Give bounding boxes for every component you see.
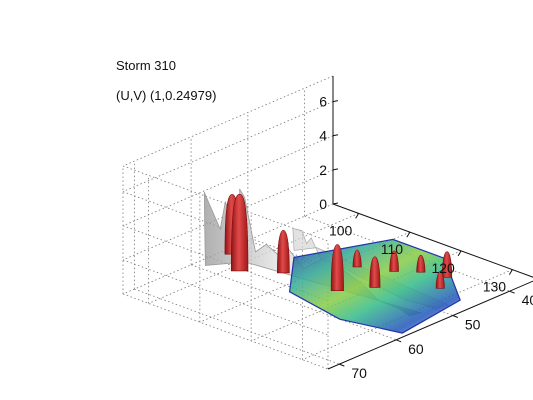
chart-subtitle: (U,V) (1,0.24979) <box>116 88 217 103</box>
z-tick <box>332 100 339 103</box>
axes <box>327 76 533 370</box>
isosurface-core <box>330 244 344 291</box>
y-tick-label: 50 <box>465 316 481 332</box>
x-tick-label: 130 <box>483 279 507 295</box>
grid-line <box>122 293 329 370</box>
isosurface-cores <box>224 193 453 291</box>
z-tick <box>332 202 339 205</box>
y-tick <box>509 290 515 294</box>
y-tick-label: 60 <box>408 341 424 357</box>
grid-line <box>122 259 329 336</box>
isosurface-core <box>352 249 362 268</box>
isosurface-core <box>369 256 381 288</box>
x-axis <box>332 203 533 278</box>
x-tick <box>508 269 513 275</box>
y-tick <box>339 363 345 367</box>
grid-line <box>134 288 340 365</box>
y-tick <box>395 339 402 343</box>
isosurface-core <box>389 250 399 272</box>
tick-labels: 0 2 4 6 100 110 120 130 40 50 60 70 <box>319 94 533 382</box>
y-axis <box>327 280 533 370</box>
z-tick <box>332 168 339 171</box>
grid-line <box>122 101 334 192</box>
isosurface-core <box>230 193 249 272</box>
isosurface-core <box>416 254 426 273</box>
isosurface-core <box>277 229 290 274</box>
y-tick <box>452 315 459 318</box>
z-tick-label: 2 <box>319 162 327 178</box>
chart-title: Storm 310 <box>116 58 176 73</box>
x-tick-label: 120 <box>431 260 455 276</box>
z-tick-label: 0 <box>319 196 327 212</box>
z-tick-label: 4 <box>319 128 327 144</box>
x-tick <box>355 213 360 219</box>
x-tick-label: 110 <box>381 241 404 257</box>
isosurface-core <box>435 270 445 289</box>
y-tick-label: 70 <box>351 365 367 381</box>
grid-line <box>190 264 397 341</box>
z-tick <box>332 134 339 137</box>
x-tick <box>457 250 462 257</box>
isosurface-core <box>441 251 453 278</box>
grid-line <box>122 75 334 167</box>
x-tick <box>406 231 411 238</box>
z-tick-label: 6 <box>319 94 327 110</box>
grid-lines <box>122 75 513 370</box>
x-tick-label: 100 <box>329 222 353 238</box>
y-tick-label: 40 <box>522 292 533 308</box>
